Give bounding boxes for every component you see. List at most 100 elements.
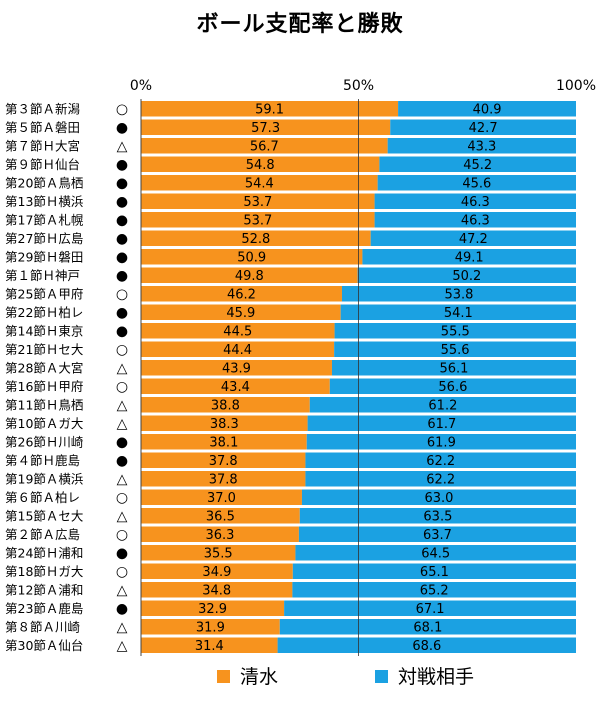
category-label: 第28節Ａ大宮: [5, 360, 83, 375]
bar-shimizu: [141, 489, 302, 505]
value-label-opponent: 68.6: [412, 639, 441, 654]
bar-shimizu: [141, 415, 308, 431]
category-label: 第８節Ａ川崎: [5, 619, 81, 634]
value-label-shimizu: 46.2: [227, 287, 256, 302]
category-label: 第３節Ａ新潟: [5, 101, 80, 116]
value-label-opponent: 46.3: [461, 213, 490, 228]
result-mark: ●: [116, 120, 128, 136]
bar-opponent: [301, 489, 576, 505]
bar-opponent: [377, 175, 576, 191]
value-label-opponent: 50.2: [452, 269, 481, 284]
value-label-opponent: 49.1: [455, 250, 484, 265]
value-label-opponent: 56.1: [440, 361, 469, 376]
category-label: 第23節Ａ鹿島: [5, 601, 83, 616]
result-mark: ○: [116, 342, 128, 358]
bar-opponent: [292, 563, 576, 579]
bar-shimizu: [141, 286, 342, 302]
bar-shimizu: [141, 637, 278, 653]
bar-shimizu: [141, 526, 299, 542]
chart-title: ボール支配率と勝敗: [196, 12, 404, 37]
result-mark: △: [117, 360, 128, 376]
bar-opponent: [390, 119, 576, 135]
bar-opponent: [341, 286, 576, 302]
bar-shimizu: [141, 119, 391, 135]
category-label: 第18節Ｈガ大: [5, 564, 83, 579]
value-label-opponent: 68.1: [413, 620, 442, 635]
category-label: 第６節Ａ柏レ: [5, 490, 80, 505]
value-label-shimizu: 37.8: [209, 454, 238, 469]
bar-shimizu: [141, 378, 330, 394]
bar-shimizu: [141, 434, 307, 450]
bar-shimizu: [141, 230, 371, 246]
bar-shimizu: [141, 341, 335, 357]
category-label: 第４節Ｈ鹿島: [5, 453, 80, 468]
value-label-opponent: 65.1: [420, 565, 449, 580]
bar-opponent: [307, 415, 576, 431]
category-label: 第５節Ａ磐田: [5, 120, 80, 135]
bar-shimizu: [141, 360, 332, 376]
bar-opponent: [357, 267, 576, 283]
bar-opponent: [334, 323, 576, 339]
bar-opponent: [362, 249, 576, 265]
category-label: 第27節Ｈ広島: [5, 231, 83, 246]
result-mark: ●: [116, 434, 128, 450]
bar-shimizu: [141, 267, 358, 283]
value-label-shimizu: 37.8: [209, 472, 238, 487]
result-mark: ○: [116, 101, 128, 117]
bar-opponent: [298, 526, 576, 542]
value-label-opponent: 61.2: [428, 398, 457, 413]
x-tick-label: 100%: [556, 78, 596, 94]
x-tick-label: 0%: [130, 78, 152, 94]
value-label-opponent: 46.3: [461, 195, 490, 210]
result-mark: ○: [116, 379, 128, 395]
result-mark: ●: [116, 453, 128, 469]
bar-opponent: [379, 156, 576, 172]
x-tick-label: 50%: [343, 78, 374, 94]
result-mark: △: [117, 471, 128, 487]
value-label-opponent: 61.9: [427, 435, 456, 450]
bar-shimizu: [141, 619, 280, 635]
bar-shimizu: [141, 212, 375, 228]
result-mark: ●: [116, 212, 128, 228]
category-label: 第29節Ｈ磐田: [5, 249, 83, 264]
category-label: 第９節Ｈ仙台: [5, 157, 80, 172]
result-mark: ○: [116, 564, 128, 580]
result-mark: ●: [116, 175, 128, 191]
value-label-shimizu: 34.9: [202, 565, 231, 580]
value-label-shimizu: 54.8: [246, 158, 275, 173]
category-label: 第15節Ａセ大: [5, 508, 83, 523]
category-label: 第26節Ｈ川崎: [5, 434, 84, 449]
bar-opponent: [334, 341, 576, 357]
value-label-shimizu: 56.7: [250, 139, 279, 154]
value-label-shimizu: 44.5: [223, 324, 252, 339]
result-mark: △: [117, 397, 128, 413]
result-mark: ●: [116, 323, 128, 339]
bar-opponent: [306, 434, 576, 450]
bar-opponent: [284, 600, 576, 616]
category-label: 第７節Ｈ大宮: [5, 138, 80, 153]
value-label-shimizu: 36.3: [205, 528, 234, 543]
value-label-shimizu: 44.4: [223, 343, 252, 358]
bar-shimizu: [141, 304, 341, 320]
value-label-shimizu: 43.9: [222, 361, 251, 376]
value-label-shimizu: 57.3: [251, 121, 280, 136]
result-mark: ●: [116, 194, 128, 210]
bar-shimizu: [141, 175, 378, 191]
value-label-opponent: 53.8: [445, 287, 474, 302]
category-label: 第25節Ａ甲府: [5, 286, 83, 301]
bar-opponent: [305, 471, 576, 487]
category-label: 第17節Ａ札幌: [5, 212, 84, 227]
value-label-opponent: 61.7: [427, 417, 456, 432]
result-mark: ●: [116, 268, 128, 284]
value-label-shimizu: 36.5: [206, 509, 235, 524]
category-label: 第10節Ａガ大: [5, 416, 83, 431]
bar-opponent: [398, 101, 576, 117]
bar-shimizu: [141, 600, 285, 616]
bar-shimizu: [141, 323, 335, 339]
value-label-opponent: 47.2: [459, 232, 488, 247]
bar-opponent: [331, 360, 576, 376]
bar-opponent: [370, 230, 576, 246]
bar-shimizu: [141, 471, 306, 487]
bar-opponent: [292, 582, 576, 598]
